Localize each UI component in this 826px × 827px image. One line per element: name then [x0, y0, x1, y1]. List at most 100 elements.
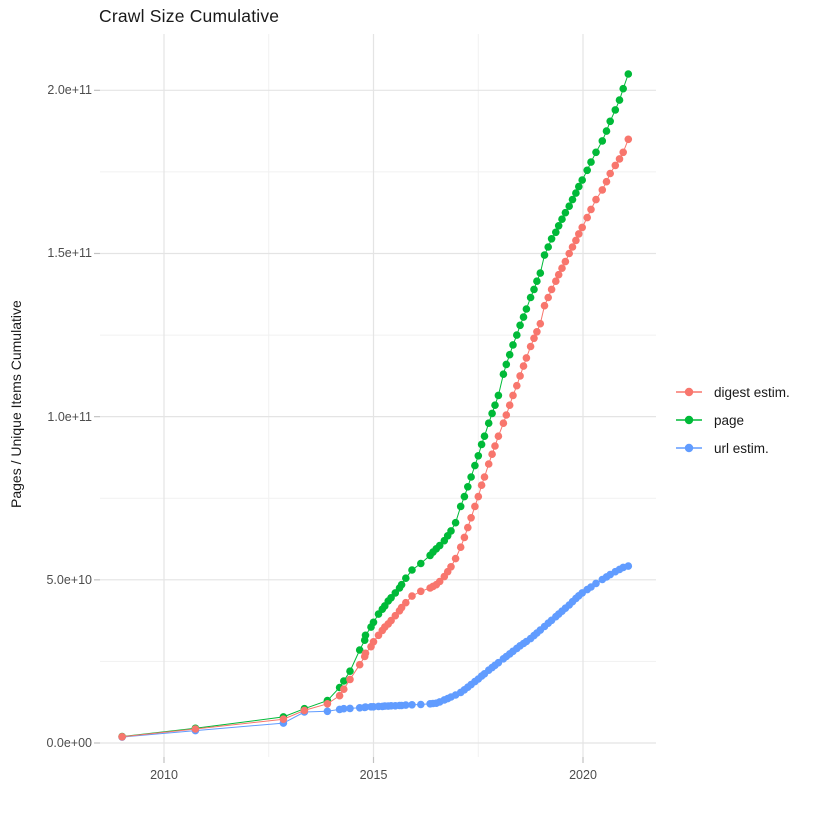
data-point-page — [435, 541, 444, 550]
major-gridlines — [100, 34, 656, 757]
data-point-page — [340, 677, 348, 685]
data-point-digest-estim — [369, 638, 378, 646]
data-point-digest-estim — [491, 442, 499, 450]
data-point-page — [499, 370, 508, 379]
data-point-page — [536, 269, 545, 277]
data-point-digest-estim — [402, 598, 410, 607]
data-point-digest-estim — [619, 148, 627, 157]
data-point-page — [402, 574, 410, 582]
data-point-digest-estim — [477, 481, 486, 490]
data-point-url-estim — [592, 579, 600, 588]
legend-key-icon-url-estim — [676, 443, 702, 453]
data-point-url-estim — [361, 703, 370, 711]
data-point-page — [624, 70, 633, 78]
data-point-digest-estim — [536, 319, 545, 328]
y-axis-title: Pages / Unique Items Cumulative — [8, 300, 24, 508]
data-point-digest-estim — [611, 161, 620, 170]
data-point-digest-estim — [598, 186, 607, 194]
data-point-digest-estim — [474, 492, 483, 501]
data-point-url-estim — [624, 562, 633, 570]
data-point-digest-estim — [533, 328, 541, 336]
data-point-digest-estim — [561, 257, 570, 266]
data-point-url-estim — [417, 700, 425, 709]
y-tick-label: 0.0e+00 — [46, 736, 92, 750]
data-point-digest-estim — [502, 411, 511, 419]
data-point-digest-estim — [602, 177, 611, 186]
data-point-page — [572, 189, 580, 197]
minor-gridlines — [100, 34, 656, 757]
x-tick-label: 2010 — [150, 768, 178, 782]
data-point-digest-estim — [451, 554, 460, 563]
data-point-digest-estim — [460, 533, 469, 542]
data-point-page — [578, 176, 586, 184]
legend-key-point — [684, 443, 694, 453]
data-point-digest-estim — [471, 502, 479, 511]
data-point-page — [522, 305, 531, 313]
legend-item-digest-estim: digest estim. — [676, 378, 790, 406]
data-point-page — [477, 440, 486, 449]
data-point-page — [526, 293, 535, 302]
data-point-digest-estim — [575, 230, 583, 238]
data-point-digest-estim — [583, 213, 591, 222]
data-point-digest-estim — [417, 587, 425, 596]
axis-tick-marks — [94, 89, 584, 763]
legend-item-label: page — [714, 412, 745, 428]
legend-key-icon-digest-estim — [676, 387, 702, 397]
legend-key-point — [684, 387, 694, 397]
data-point-digest-estim — [519, 362, 528, 370]
data-point-page — [611, 106, 620, 114]
chart-title: Crawl Size Cumulative — [99, 6, 280, 26]
x-tick-label: 2020 — [569, 768, 597, 782]
data-point-page — [544, 243, 552, 251]
data-point-page — [558, 215, 566, 223]
legend-key-point — [684, 415, 694, 425]
data-point-page — [519, 313, 528, 321]
series-url-estim — [118, 562, 633, 741]
legend-item-page: page — [676, 406, 790, 434]
data-point-digest-estim — [480, 473, 489, 481]
data-point-digest-estim — [323, 700, 332, 708]
data-point-digest-estim — [435, 577, 444, 586]
data-point-page — [568, 195, 577, 204]
data-point-digest-estim — [408, 592, 416, 600]
data-point-page — [502, 360, 511, 369]
data-point-digest-estim — [552, 277, 560, 286]
data-point-url-estim — [323, 707, 332, 716]
data-point-page — [369, 618, 378, 627]
series-line-url-estim — [122, 565, 629, 738]
data-point-page — [530, 285, 538, 294]
data-point-digest-estim — [540, 301, 549, 310]
data-point-page — [505, 350, 514, 359]
data-point-digest-estim — [565, 249, 573, 258]
data-point-digest-estim — [279, 715, 288, 723]
data-point-digest-estim — [516, 372, 524, 380]
data-point-url-estim — [340, 704, 348, 713]
data-point-page — [619, 84, 627, 93]
data-point-digest-estim — [572, 236, 580, 245]
data-point-digest-estim — [340, 685, 348, 693]
data-point-digest-estim — [547, 285, 556, 294]
data-point-url-estim — [402, 701, 410, 709]
data-point-page — [509, 341, 517, 349]
data-point-digest-estim — [522, 354, 531, 362]
data-point-digest-estim — [558, 264, 566, 273]
data-point-digest-estim — [300, 706, 309, 715]
data-point-digest-estim — [456, 543, 465, 551]
data-point-page — [474, 452, 483, 460]
data-point-page — [533, 277, 541, 286]
data-point-page — [480, 432, 489, 441]
data-point-digest-estim — [335, 691, 344, 700]
legend: digest estim. page url estim. — [676, 378, 790, 462]
legend-item-url-estim: url estim. — [676, 434, 790, 462]
data-point-page — [355, 646, 364, 654]
data-point-page — [575, 182, 583, 191]
data-point-digest-estim — [346, 675, 354, 684]
data-point-digest-estim — [530, 334, 538, 343]
data-point-digest-estim — [488, 450, 496, 459]
series-page — [118, 70, 633, 741]
data-point-digest-estim — [526, 342, 535, 351]
data-point-page — [451, 518, 460, 527]
data-series-layer — [118, 70, 633, 741]
